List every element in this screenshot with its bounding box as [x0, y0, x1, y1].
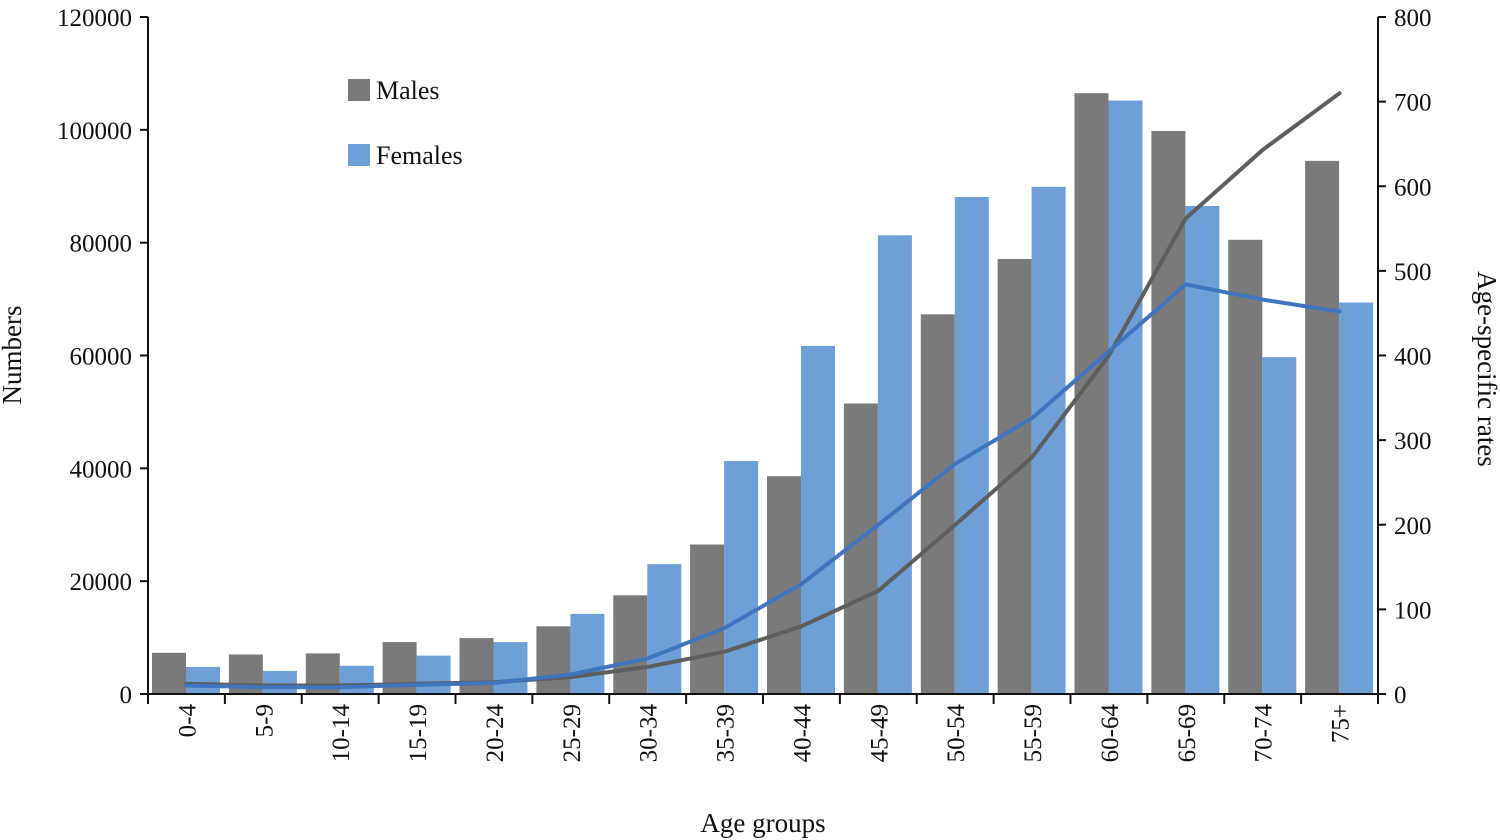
bar-males-70-74: [1228, 239, 1263, 695]
bar-females-40-44: [801, 345, 835, 694]
bar-males-40-44: [767, 476, 801, 694]
x-tick-label: 30-34: [636, 704, 663, 763]
x-tick-label: 15-19: [405, 704, 432, 762]
legend-swatch-males: [348, 79, 370, 101]
y-axis-title: Numbers: [0, 306, 27, 405]
x-tick-label: 10-14: [328, 704, 355, 763]
y2-tick-label: 400: [1394, 344, 1432, 371]
x-tick-label: 0-4: [174, 704, 201, 738]
bar-males-50-54: [920, 314, 955, 694]
x-tick-label: 25-29: [559, 704, 586, 762]
y-tick-label: 120000: [57, 5, 132, 32]
legend-label-males: Males: [376, 76, 440, 105]
y-tick-label: 0: [120, 682, 133, 709]
bar-females-75+: [1339, 302, 1374, 694]
bar-females-45-49: [877, 235, 912, 695]
bar-females-0-4: [186, 666, 220, 694]
bar-females-70-74: [1262, 357, 1297, 694]
y2-axis-title: Age-specific rates: [1472, 271, 1500, 467]
x-tick-label: 55-59: [1020, 704, 1047, 762]
bar-males-25-29: [536, 626, 571, 694]
bar-females-20-24: [493, 642, 528, 694]
y2-tick-label: 600: [1394, 174, 1432, 201]
x-axis-title: Age groups: [700, 808, 825, 838]
y2-tick-label: 200: [1394, 513, 1432, 540]
x-tick-label: 60-64: [1097, 704, 1124, 763]
x-tick-label: 65-69: [1174, 704, 1201, 762]
lines-layer: [184, 91, 1342, 690]
x-tick-label: 40-44: [789, 704, 816, 763]
y-tick-label: 60000: [70, 344, 133, 371]
y-tick-label: 40000: [70, 456, 133, 483]
bar-males-35-39: [690, 544, 725, 694]
bar-females-25-29: [570, 613, 605, 694]
bar-females-10-14: [339, 665, 374, 694]
x-tick-label: 45-49: [866, 704, 893, 762]
y-tick-label: 20000: [70, 569, 133, 596]
x-tick-label: 70-74: [1251, 704, 1278, 763]
bar-males-30-34: [613, 595, 648, 694]
bar-males-75+: [1305, 160, 1340, 694]
rate-line-2: [184, 282, 1342, 690]
bar-females-30-34: [647, 564, 682, 694]
bar-males-0-4: [152, 652, 186, 694]
legend: Males Females: [348, 76, 463, 170]
bar-females-65-69: [1185, 206, 1220, 694]
x-tick-label: 35-39: [713, 704, 740, 762]
y2-tick-label: 500: [1394, 259, 1432, 286]
x-tick-label: 75+: [1328, 704, 1355, 743]
x-tick-label: 5-9: [251, 704, 278, 737]
y-tick-label: 80000: [70, 231, 133, 258]
y2-tick-label: 0: [1394, 682, 1407, 709]
bar-females-5-9: [262, 670, 297, 694]
bars-layer: [152, 93, 1374, 695]
bar-females-35-39: [724, 461, 759, 694]
axes-layer: 0 20000 40000 60000 80000 100000 120000 0 100 200…: [57, 5, 1432, 762]
y2-tick-label: 300: [1394, 428, 1432, 455]
x-tick-label: 50-54: [943, 704, 970, 763]
bar-females-55-59: [1031, 186, 1066, 695]
bar-males-55-59: [997, 259, 1032, 694]
y2-tick-label: 800: [1394, 5, 1432, 32]
bar-females-60-64: [1108, 100, 1143, 694]
y2-tick-label: 100: [1394, 597, 1432, 624]
legend-label-females: Females: [376, 141, 463, 170]
y-tick-label: 100000: [57, 118, 132, 145]
bar-females-15-19: [416, 655, 451, 694]
y2-tick-label: 700: [1394, 90, 1432, 117]
bar-males-65-69: [1151, 131, 1186, 694]
x-tick-label: 20-24: [482, 704, 509, 763]
legend-swatch-females: [348, 144, 370, 166]
